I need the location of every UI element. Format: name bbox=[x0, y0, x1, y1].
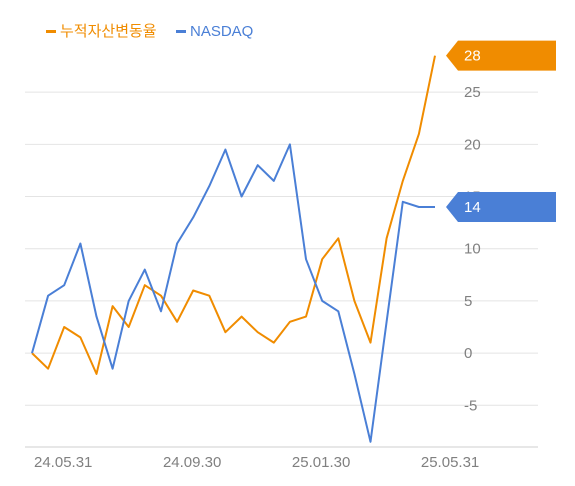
y-tick-label: 10 bbox=[464, 241, 481, 258]
x-tick-label: 24.09.30 bbox=[163, 454, 221, 471]
series-line-asset-change bbox=[31, 55, 436, 375]
badge-shape bbox=[446, 40, 556, 71]
x-tick-label: 24.05.31 bbox=[34, 454, 92, 471]
badge-shape bbox=[446, 191, 556, 222]
legend-label: NASDAQ bbox=[190, 23, 253, 40]
legend: 누적자산변동율 NASDAQ bbox=[46, 23, 253, 40]
y-tick-label: 25 bbox=[464, 84, 481, 101]
end-value-badges: 28 14 bbox=[446, 40, 556, 222]
x-tick-label: 25.01.30 bbox=[292, 454, 350, 471]
end-value-badge: 14 bbox=[446, 191, 556, 222]
y-tick-label: -5 bbox=[464, 397, 477, 414]
y-tick-label: 5 bbox=[464, 293, 472, 310]
series-line-nasdaq bbox=[31, 143, 435, 443]
legend-label: 누적자산변동율 bbox=[60, 23, 157, 40]
y-tick-label: 20 bbox=[464, 136, 481, 153]
grid-lines bbox=[25, 91, 538, 406]
legend-swatch bbox=[46, 30, 56, 33]
badge-value: 28 bbox=[464, 48, 481, 65]
end-value-badge: 28 bbox=[446, 40, 556, 71]
badge-value: 14 bbox=[464, 199, 481, 216]
x-tick-label: 25.05.31 bbox=[421, 454, 479, 471]
series-layer bbox=[31, 55, 436, 443]
y-tick-labels: 2520151050-5 bbox=[464, 84, 481, 414]
y-tick-label: 0 bbox=[464, 345, 472, 362]
legend-swatch bbox=[176, 30, 186, 33]
x-tick-labels: 24.05.31 24.09.30 25.01.30 25.05.31 bbox=[34, 454, 479, 471]
